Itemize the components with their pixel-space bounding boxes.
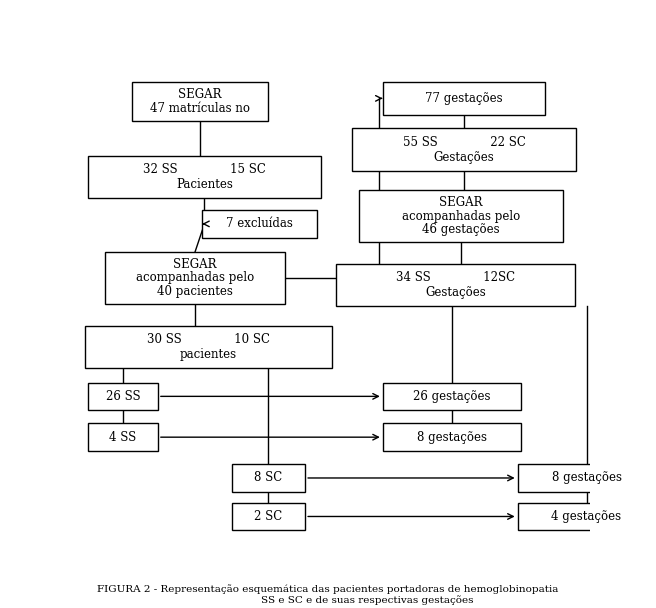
Text: 46 gestações: 46 gestações [422, 224, 500, 237]
Bar [133, 82, 268, 121]
Bar [88, 382, 158, 410]
Bar [382, 382, 521, 410]
Text: 47 matrículas no: 47 matrículas no [150, 102, 250, 115]
Bar [337, 264, 575, 306]
Text: 77 gestações: 77 gestações [425, 92, 503, 105]
Bar [232, 503, 305, 530]
Text: SEGAR: SEGAR [440, 196, 483, 209]
Text: 30 SS              10 SC: 30 SS 10 SC [147, 333, 270, 345]
Bar [88, 423, 158, 451]
Bar [202, 210, 317, 238]
Bar [359, 190, 562, 243]
Text: 7 excluídas: 7 excluídas [226, 218, 293, 230]
Bar [352, 128, 577, 171]
Text: 4 SS: 4 SS [110, 430, 136, 444]
Bar [232, 464, 305, 492]
Text: FIGURA 2 - Representação esquemática das pacientes portadoras de hemoglobinopati: FIGURA 2 - Representação esquemática das… [97, 584, 559, 605]
Bar [382, 423, 521, 451]
Text: acompanhadas pelo: acompanhadas pelo [402, 210, 520, 223]
Text: 26 gestações: 26 gestações [413, 390, 491, 403]
Text: 32 SS              15 SC: 32 SS 15 SC [143, 163, 266, 176]
Bar [85, 325, 331, 368]
Bar [518, 464, 655, 492]
Text: 40 pacientes: 40 pacientes [157, 285, 233, 298]
Bar [518, 503, 655, 530]
Text: 2 SC: 2 SC [255, 510, 283, 523]
Bar [88, 156, 321, 198]
Text: Gestações: Gestações [425, 286, 486, 299]
Text: 8 gestações: 8 gestações [552, 471, 621, 485]
Text: 8 SC: 8 SC [255, 471, 283, 485]
Text: SEGAR: SEGAR [173, 258, 217, 271]
Text: 4 gestações: 4 gestações [552, 510, 622, 523]
Text: 55 SS              22 SC: 55 SS 22 SC [403, 136, 525, 148]
Text: Gestações: Gestações [434, 151, 495, 164]
Text: 34 SS              12SC: 34 SS 12SC [396, 271, 515, 284]
Text: pacientes: pacientes [180, 348, 237, 361]
Text: 26 SS: 26 SS [106, 390, 140, 403]
Text: acompanhadas pelo: acompanhadas pelo [136, 271, 255, 285]
Text: Pacientes: Pacientes [176, 178, 233, 192]
Text: 8 gestações: 8 gestações [417, 430, 487, 444]
Bar [382, 82, 545, 114]
Text: SEGAR: SEGAR [178, 88, 222, 101]
Bar [105, 252, 285, 304]
